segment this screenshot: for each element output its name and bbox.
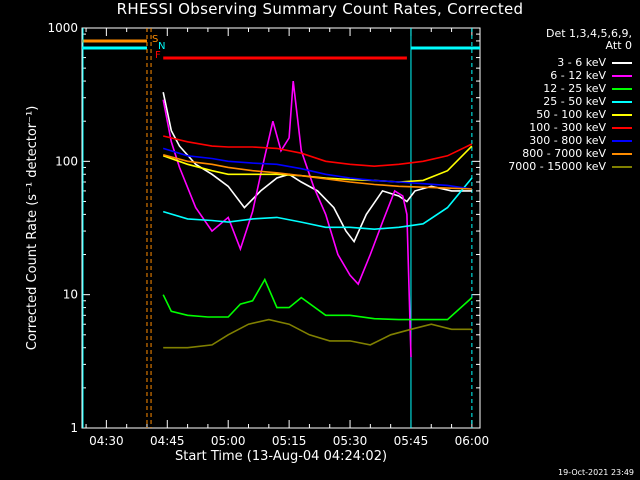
legend-entry: 6 - 12 keV [480,69,640,82]
legend-entry: 100 - 300 keV [480,121,640,134]
flag-s: S [152,34,158,45]
legend-swatch [612,152,632,155]
legend-label: 6 - 12 keV [550,69,606,82]
chart-title: RHESSI Observing Summary Count Rates, Co… [116,0,524,18]
legend-label: 25 - 50 keV [543,95,606,108]
legend-label: 50 - 100 keV [536,108,606,121]
x-tick-label: 05:45 [394,434,429,448]
series-line-8 [163,318,472,349]
legend-entry: 25 - 50 keV [480,95,640,108]
series-line-6 [162,147,473,190]
series-line-2 [162,277,473,321]
legend-entry: 12 - 25 keV [480,82,640,95]
legend-label: 7000 - 15000 keV [508,160,606,173]
legend: 3 - 6 keV 6 - 12 keV 12 - 25 keV 25 - 50 ke… [480,56,640,173]
legend-label: 800 - 7000 keV [522,147,606,160]
x-axis-label: Start Time (13-Aug-04 04:24:02) [175,449,387,464]
legend-label: 3 - 6 keV [557,56,606,69]
detector-list: Det 1,3,4,5,6,9, [545,27,632,40]
legend-swatch [612,165,632,168]
legend-entry: 800 - 7000 keV [480,147,640,160]
legend-entry: 7000 - 15000 keV [480,160,640,173]
legend-swatch [612,100,632,103]
x-tick-label: 05:15 [272,434,307,448]
series-line-3 [162,177,473,231]
series-line-1 [162,81,412,358]
legend-swatch [612,113,632,116]
legend-swatch [612,74,632,77]
legend-entry: 3 - 6 keV [480,56,640,69]
legend-swatch [612,139,632,142]
y-tick-label: 1 [70,421,78,435]
flag-n: N [158,41,165,52]
legend-label: 100 - 300 keV [529,121,606,134]
plot-frame [81,27,481,429]
legend-label: 300 - 800 keV [529,134,606,147]
series-line-7 [162,154,472,190]
y-tick-label: 1000 [47,21,78,35]
legend-entry: 300 - 800 keV [480,134,640,147]
y-tick-label: 100 [55,154,78,168]
x-tick-label: 05:00 [211,434,246,448]
detector-info: Det 1,3,4,5,6,9, Att 0 [546,28,632,52]
attenuator-state: Att 0 [605,39,632,52]
series-line-5 [163,135,473,168]
x-tick-label: 06:00 [455,434,490,448]
y-tick-label: 10 [63,288,78,302]
legend-swatch [612,87,632,90]
legend-entry: 50 - 100 keV [480,108,640,121]
legend-swatch [612,61,632,64]
x-tick-label: 05:30 [333,434,368,448]
legend-label: 12 - 25 keV [543,82,606,95]
x-tick-label: 04:45 [150,434,185,448]
legend-swatch [612,126,632,129]
series-line-0 [162,92,472,244]
flag-f: F [155,50,161,61]
generation-timestamp: 19-Oct-2021 23:49 [558,468,634,477]
y-axis-label: Corrected Count Rate (s⁻¹ detector⁻¹) [25,106,40,351]
x-tick-label: 04:30 [89,434,124,448]
